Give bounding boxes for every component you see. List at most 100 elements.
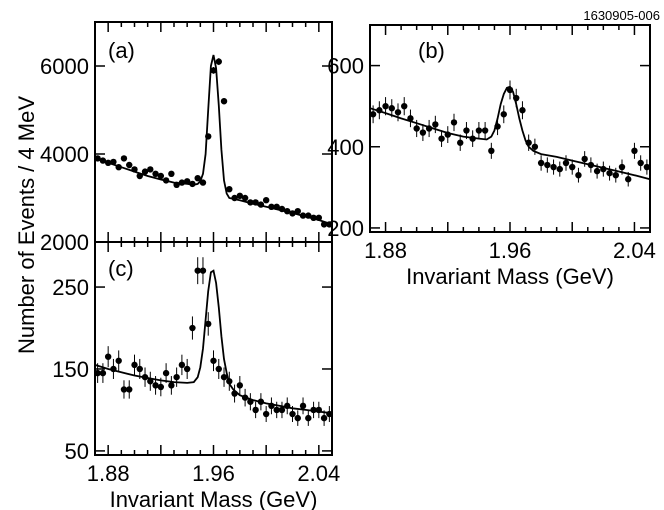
data-point-b [401,102,408,110]
panel-label-b: (b) [418,38,445,63]
data-point-c [320,414,328,422]
data-point-b [593,167,601,175]
data-point-c [168,382,175,389]
data-point-c [157,383,165,391]
data-point-b [556,165,563,173]
data-point-b [394,109,402,116]
data-point-c [189,324,196,332]
data-point-a [273,203,280,210]
data-point-b [413,125,420,132]
y-tick-label-a: 6000 [40,54,89,79]
panel-label-c: (c) [108,256,134,281]
data-point-c [247,398,254,405]
data-point-b [562,159,570,167]
data-point-c [284,402,291,410]
data-point-a [210,67,217,74]
data-point-c [120,386,128,393]
data-point-b [513,94,520,102]
data-point-b [382,102,389,110]
x-tick-label-b: 2.04 [613,238,656,263]
data-point-b [494,123,501,130]
data-point-c [147,378,154,385]
data-point-b [531,143,539,150]
data-point-b [575,171,582,179]
y-tick-label-c: 150 [52,357,89,382]
data-point-b [376,107,383,114]
data-point-c [152,382,159,389]
x-tick-label-b: 1.96 [489,238,532,263]
data-point-a [115,164,122,171]
data-point-a [110,158,117,166]
data-point-a [94,155,101,162]
x-axis-title-b: Invariant Mass (GeV) [406,264,614,289]
data-point-a [162,177,170,184]
data-point-a [278,205,286,213]
data-point-c [104,353,112,360]
data-point-a [320,221,328,228]
panel-a: 2000 4000 6000 (a) [40,21,333,255]
data-point-a [257,201,265,208]
y-tick-label-a: 2000 [40,230,89,255]
data-point-c [231,390,238,397]
data-point-c [199,267,207,274]
data-point-c [252,406,259,414]
data-point-b [469,135,476,142]
data-point-c [178,361,186,369]
data-point-c [194,267,201,274]
data-point-c [326,410,333,418]
y-tick-label-c: 250 [52,275,89,300]
data-point-c [278,406,286,414]
data-point-a [147,166,154,173]
data-point-c [257,398,265,405]
data-point-b [463,127,470,134]
data-point-b [506,86,514,94]
data-point-c [268,402,275,410]
data-point-a [189,180,196,188]
data-point-a [268,203,275,210]
data-point-c [173,373,180,381]
data-point-c [289,410,296,418]
data-point-a [194,175,201,182]
fit-curve-b [369,85,651,181]
data-point-b [369,111,377,118]
data-point-a [205,133,212,140]
shared-y-axis-title: Number of Events / 4 MeV [14,96,39,354]
y-tick-label-b: 400 [327,135,364,160]
data-point-b [457,139,464,146]
data-point-b [569,163,576,171]
panel-label-a: (a) [108,38,135,63]
data-point-a [168,170,175,177]
data-point-a [126,161,133,169]
data-point-c [226,378,233,385]
data-point-b [600,165,607,173]
data-point-c [299,402,307,410]
data-point-a [131,166,138,173]
data-point-a [326,221,333,228]
y-tick-label-c: 50 [65,439,89,464]
data-point-c [273,406,280,414]
data-point-b [618,163,626,171]
data-point-b [519,107,526,114]
data-point-a [262,197,270,204]
data-point-a [152,170,159,177]
plot-frame-b [369,24,651,233]
x-tick-label-c: 1.88 [87,461,130,486]
data-point-b [544,161,551,169]
data-point-a [247,199,254,206]
data-point-b [481,127,489,134]
data-point-c [126,386,133,393]
data-point-b [587,161,595,169]
data-point-b [606,169,613,177]
data-point-c [115,357,122,364]
data-point-a [284,208,291,215]
data-point-b [432,121,439,128]
x-tick-label-b: 1.88 [364,238,407,263]
data-point-a [226,186,233,193]
data-point-b [475,127,483,134]
data-point-a [173,181,180,188]
data-point-b [444,131,451,138]
figure-id: 1630905-006 [583,8,660,23]
data-point-b [550,163,557,171]
data-point-a [305,212,312,219]
